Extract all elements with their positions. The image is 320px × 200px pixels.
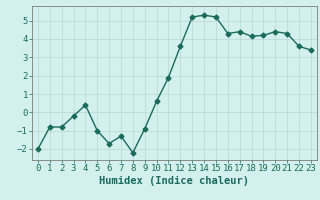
X-axis label: Humidex (Indice chaleur): Humidex (Indice chaleur) xyxy=(100,176,249,186)
